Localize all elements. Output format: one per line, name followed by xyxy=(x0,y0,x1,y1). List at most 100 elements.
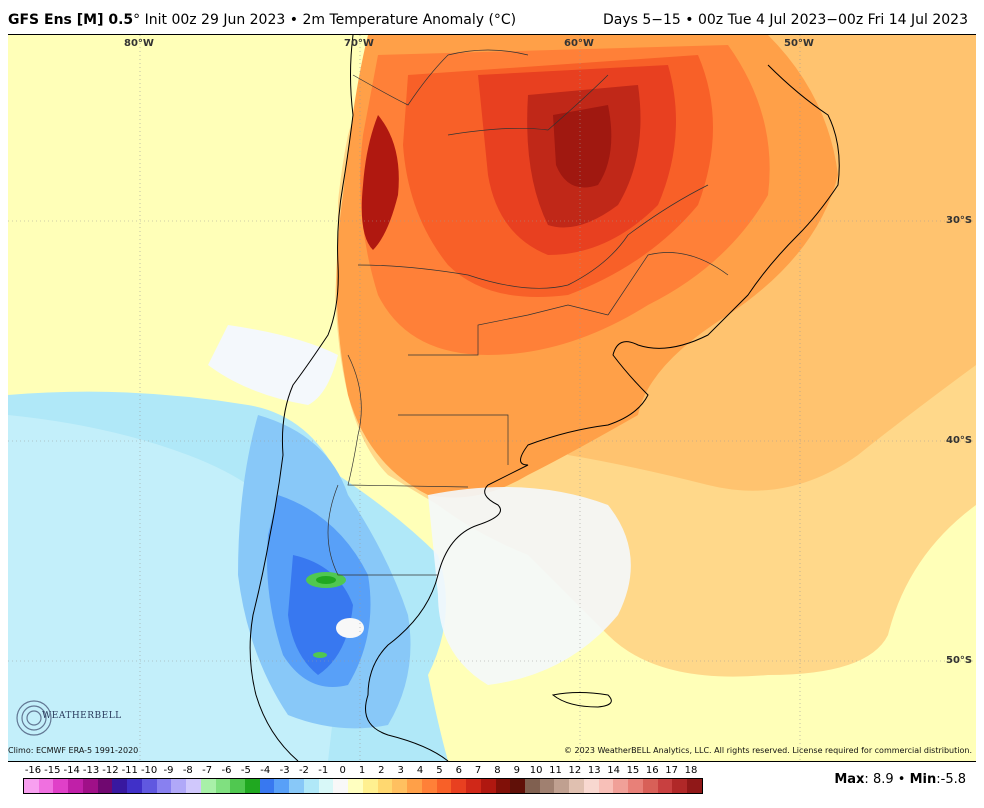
colorbar-swatch xyxy=(348,779,363,793)
lon-label-80w: 80°W xyxy=(124,38,154,49)
colorbar-label: 10 xyxy=(529,765,543,776)
colorbar-swatch xyxy=(68,779,83,793)
colorbar-swatch xyxy=(554,779,570,793)
colorbar-label: -7 xyxy=(202,765,213,776)
colorbar-label: -9 xyxy=(163,765,174,776)
temperature-anomaly-map xyxy=(8,34,976,762)
climo-note: Climo: ECMWF ERA-5 1991-2020 xyxy=(8,746,139,755)
colorbar-swatch xyxy=(38,779,54,793)
colorbar-label: 4 xyxy=(416,765,424,776)
colorbar-swatch xyxy=(171,779,187,793)
colorbar-label: -12 xyxy=(102,765,119,776)
colorbar-swatch xyxy=(186,779,201,793)
colorbar-label: 15 xyxy=(626,765,640,776)
colorbar-label: -10 xyxy=(140,765,158,776)
colorbar-swatch xyxy=(495,779,511,793)
colorbar-label: -14 xyxy=(63,765,80,776)
colorbar-swatch xyxy=(657,779,673,793)
header: GFS Ens [M] 0.5° Init 00z 29 Jun 2023 • … xyxy=(0,0,984,34)
colorbar-label: 6 xyxy=(455,765,462,776)
colorbar-label: 18 xyxy=(684,765,698,776)
colorbar-label: 1 xyxy=(358,765,366,776)
anomaly-field-cold-core-3 xyxy=(313,652,327,658)
colorbar-swatch xyxy=(318,779,334,793)
lon-label-50w: 50°W xyxy=(784,38,814,49)
valid-period: Days 5−15 • 00z Tue 4 Jul 2023−00z Fri 1… xyxy=(602,12,968,28)
colorbar-swatch xyxy=(245,779,260,793)
colorbar-label: 14 xyxy=(607,765,620,776)
min-value: -5.8 xyxy=(940,772,966,787)
colorbar-swatch xyxy=(303,779,319,793)
colorbar-swatch xyxy=(289,779,304,793)
colorbar-swatch xyxy=(53,779,69,793)
colorbar-label: 9 xyxy=(513,765,520,776)
borders xyxy=(327,49,729,576)
colorbar-label: -3 xyxy=(279,765,290,776)
min-label: Min xyxy=(909,772,937,787)
colorbar-label: 16 xyxy=(645,765,659,776)
colorbar-swatch xyxy=(200,779,216,793)
copyright-note: © 2023 WeatherBELL Analytics, LLC. All r… xyxy=(564,746,972,755)
anomaly-field-neutral-spot xyxy=(336,618,364,638)
logo-text: WEATHERBELL xyxy=(42,711,122,721)
colorbar-labels: -16 -15 -14 -13 -12 -11 -10 -9 -8 -7 -6 -5 -4 -3 -2 -1 0… xyxy=(23,765,703,777)
degree-mark: ° xyxy=(133,12,141,28)
colorbar-label: -11 xyxy=(121,765,138,776)
colorbar-swatch xyxy=(230,779,246,793)
lon-label-70w: 70°W xyxy=(344,38,374,49)
colorbar-label: 5 xyxy=(436,765,443,776)
colorbar xyxy=(23,778,703,794)
colorbar-swatch xyxy=(466,779,481,793)
colorbar-swatch xyxy=(97,779,113,793)
max-value: 8.9 xyxy=(872,772,894,787)
graticule xyxy=(8,35,976,761)
colorbar-label: -16 xyxy=(24,765,42,776)
colorbar-label: 3 xyxy=(397,765,404,776)
colorbar-swatch xyxy=(362,779,378,793)
lat-label-50s: 50°S xyxy=(946,655,973,666)
colorbar-swatch xyxy=(583,779,599,793)
anomaly-field-cold-core-2 xyxy=(316,576,336,584)
colorbar-label: -4 xyxy=(260,765,271,776)
colorbar-label: -13 xyxy=(82,765,100,776)
colorbar-label: -2 xyxy=(298,765,309,776)
colorbar-swatch xyxy=(687,779,702,793)
colorbar-swatch xyxy=(82,779,98,793)
colorbar-label: 17 xyxy=(665,765,679,776)
colorbar-swatch xyxy=(24,779,39,793)
anomaly-field-pacific-neutral xyxy=(208,325,338,405)
colorbar-swatch xyxy=(141,779,157,793)
colorbar-swatch xyxy=(274,779,290,793)
colorbar-swatch xyxy=(628,779,643,793)
map-canvas xyxy=(8,35,976,761)
title-sep: • xyxy=(289,12,298,28)
colorbar-swatch xyxy=(377,779,393,793)
weatherbell-logo: WEATHERBELL xyxy=(14,696,121,740)
colorbar-swatch xyxy=(510,779,525,793)
colorbar-swatch xyxy=(642,779,658,793)
colorbar-label: -15 xyxy=(44,765,61,776)
lat-label-30s: 30°S xyxy=(946,215,973,226)
colorbar-label: 7 xyxy=(474,765,482,776)
colorbar-swatch xyxy=(407,779,422,793)
colorbar-swatch xyxy=(598,779,614,793)
anomaly-field-warm-7 xyxy=(553,105,612,188)
colorbar-swatch xyxy=(451,779,467,793)
colorbar-swatch xyxy=(569,779,584,793)
anomaly-field-andes xyxy=(361,115,399,250)
colorbar-swatch xyxy=(156,779,172,793)
lon-label-60w: 60°W xyxy=(564,38,594,49)
colorbar-swatch xyxy=(480,779,496,793)
colorbar-swatch xyxy=(672,779,688,793)
colorbar-swatch xyxy=(613,779,629,793)
model-name: GFS Ens [M] 0.5 xyxy=(8,12,134,28)
maxmin-sep: • xyxy=(897,772,906,787)
colorbar-label: 0 xyxy=(339,765,346,776)
colorbar-label: 11 xyxy=(549,765,562,776)
colorbar-swatch xyxy=(524,779,540,793)
colorbar-label: -1 xyxy=(318,765,329,776)
colorbar-swatch xyxy=(259,779,275,793)
colorbar-swatch xyxy=(436,779,452,793)
colorbar-label: 13 xyxy=(587,765,601,776)
colorbar-swatch xyxy=(392,779,408,793)
